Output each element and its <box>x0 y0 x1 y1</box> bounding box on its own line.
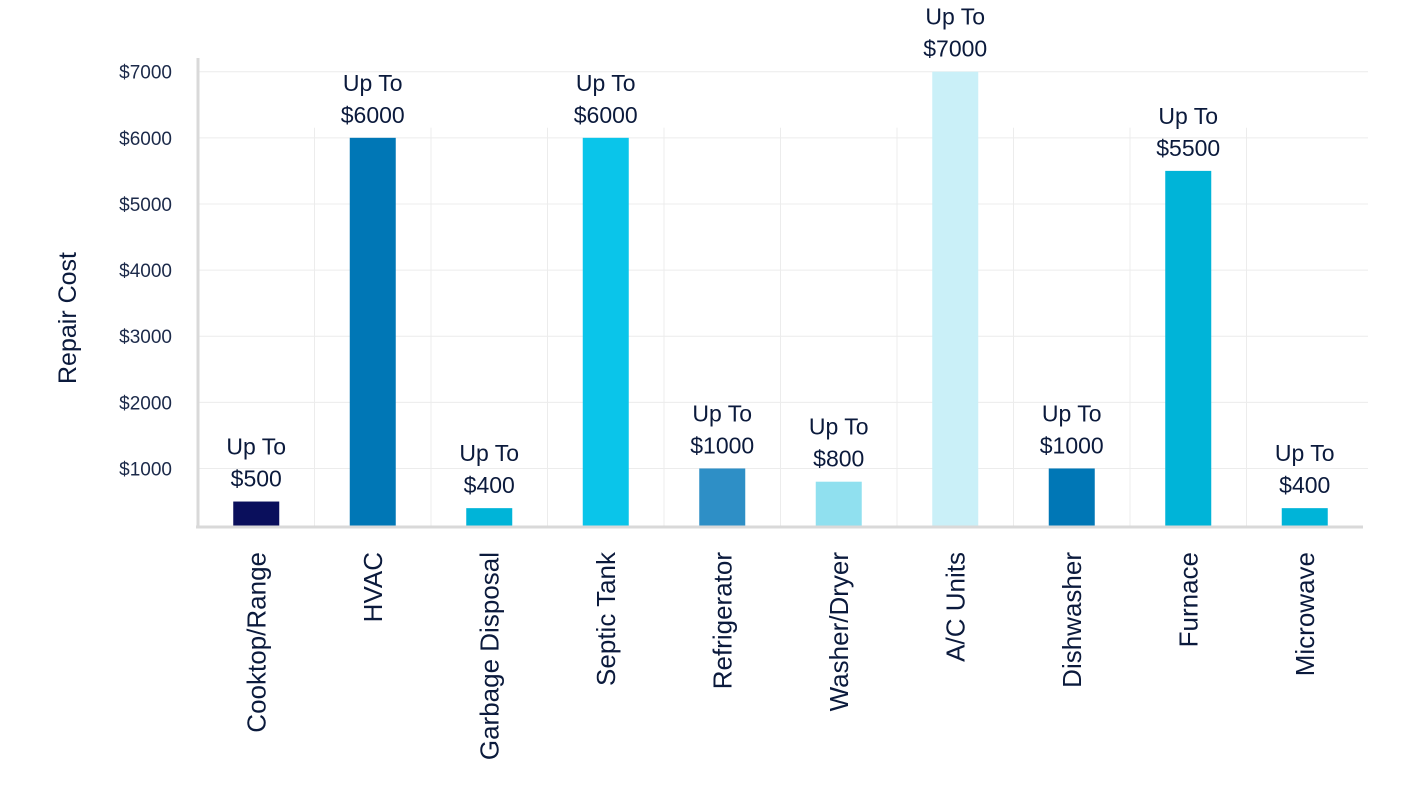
y-tick-label: $3000 <box>119 327 172 348</box>
y-axis-label: Repair Cost <box>54 252 82 384</box>
data-label-value: $1000 <box>690 432 754 458</box>
data-label-prefix: Up To <box>692 400 752 426</box>
data-label-value: $800 <box>813 446 864 472</box>
data-label-prefix: Up To <box>1275 440 1335 466</box>
y-tick-label: $1000 <box>119 459 172 480</box>
bar <box>466 508 513 527</box>
axes <box>196 58 1363 529</box>
x-tick-labels: Cooktop/Range HVAC Garbage Disposal Septic … <box>241 551 1320 760</box>
data-labels: $500 Up To $6000 Up To $400 Up To $6000 Up To $1… <box>226 4 1334 498</box>
x-tick-label: Cooktop/Range <box>241 552 271 733</box>
bar <box>1281 508 1328 527</box>
y-tick-label: $2000 <box>119 393 172 414</box>
y-tick-label: $6000 <box>119 129 172 150</box>
x-tick-label: A/C Units <box>940 552 970 662</box>
data-label-prefix: Up To <box>226 434 286 460</box>
data-label-prefix: Up To <box>1158 103 1218 129</box>
x-tick-label: Septic Tank <box>591 551 621 686</box>
x-tick-label: Refrigerator <box>707 552 737 690</box>
x-tick-label: HVAC <box>358 552 388 622</box>
x-tick-label: Garbage Disposal <box>474 552 504 760</box>
data-label-value: $400 <box>1279 472 1330 498</box>
data-label-prefix: Up To <box>925 4 985 30</box>
y-tick-label: $4000 <box>119 261 172 282</box>
x-tick-label: Washer/Dryer <box>824 552 854 712</box>
bars <box>233 71 1328 527</box>
data-label-value: $7000 <box>923 36 987 62</box>
bar <box>1048 468 1095 527</box>
data-label-value: $400 <box>464 472 515 498</box>
data-label-prefix: Up To <box>809 414 869 440</box>
y-tick-label: $7000 <box>119 63 172 84</box>
bar <box>1165 170 1212 527</box>
data-label-prefix: Up To <box>576 70 636 96</box>
bar <box>233 501 280 527</box>
data-label-prefix: Up To <box>343 70 403 96</box>
bar <box>932 71 979 527</box>
data-label-prefix: Up To <box>1042 400 1102 426</box>
data-label-value: $1000 <box>1040 432 1104 458</box>
bar <box>349 137 396 527</box>
data-label-value: $6000 <box>574 102 638 128</box>
data-label-prefix: Up To <box>459 440 519 466</box>
y-tick-labels: $1000 $2000 $3000 $4000 $5000 $6000 $7000 <box>119 63 172 481</box>
y-tick-label: $5000 <box>119 195 172 216</box>
bar <box>815 481 862 527</box>
bar <box>699 468 746 527</box>
x-tick-label: Microwave <box>1290 552 1320 676</box>
x-tick-label: Dishwasher <box>1057 552 1087 688</box>
data-label-value: $6000 <box>341 102 405 128</box>
data-label-value: $500 <box>231 466 282 492</box>
bar <box>582 137 629 527</box>
data-label-value: $5500 <box>1156 135 1220 161</box>
x-tick-label: Furnace <box>1173 552 1203 647</box>
